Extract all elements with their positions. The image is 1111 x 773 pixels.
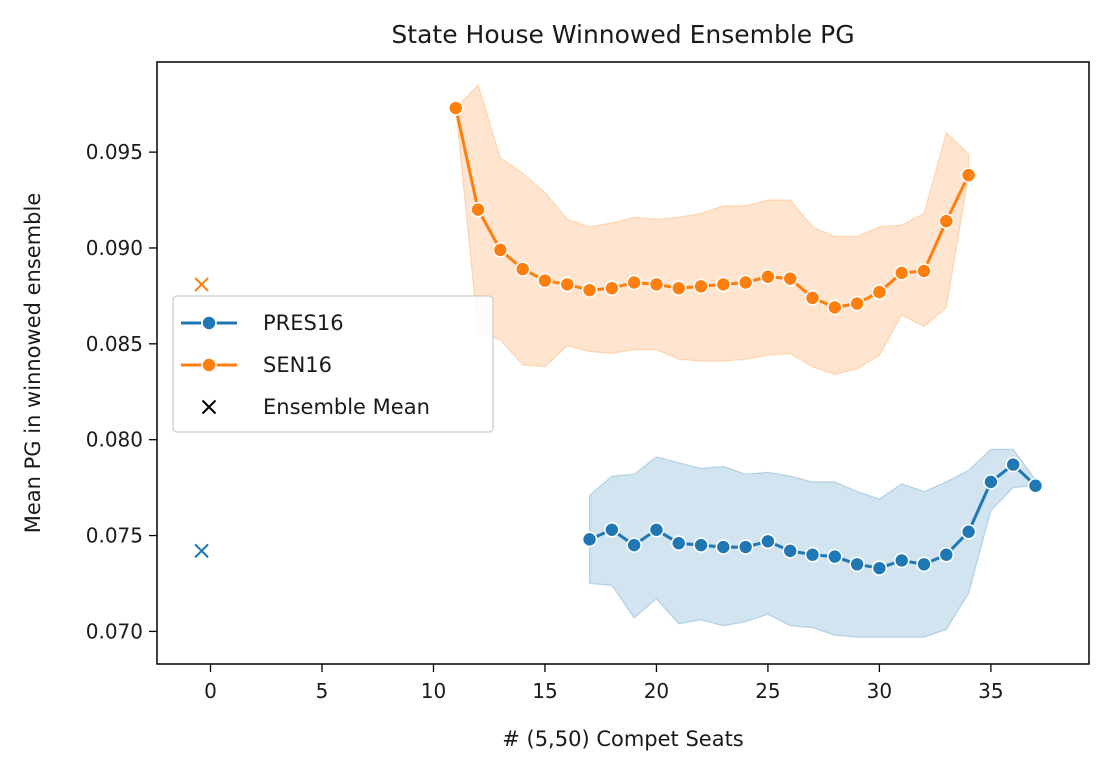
sen16-point <box>760 268 776 285</box>
sen16-ensemble-mean-marker <box>194 277 209 292</box>
legend-label-pres16: PRES16 <box>263 311 344 335</box>
pres16-point <box>960 523 977 540</box>
pres16-point <box>760 533 776 550</box>
sen16-point <box>737 274 754 291</box>
sen16-point <box>893 265 910 281</box>
pres16-point <box>648 521 665 538</box>
y-tick-label: 0.095 <box>86 140 143 164</box>
x-tick-label: 30 <box>867 679 892 703</box>
x-axis-title: # (5,50) Compet Seats <box>502 727 744 751</box>
series-lines <box>447 100 1044 576</box>
sen16-point <box>827 299 843 316</box>
chart-title: State House Winnowed Ensemble PG <box>391 20 854 49</box>
pres16-confidence-band <box>589 448 1037 638</box>
y-tick-label: 0.090 <box>86 236 143 260</box>
pres16-point <box>715 539 732 555</box>
legend-label-sen16: SEN16 <box>263 353 332 377</box>
sen16-point <box>804 290 821 306</box>
x-tick-label: 10 <box>421 679 446 703</box>
pres16-point <box>737 539 754 555</box>
y-tick-label: 0.075 <box>86 524 143 548</box>
legend-marker-ensemble-mean <box>201 399 217 415</box>
x-tick-label: 15 <box>532 679 557 703</box>
pres16-point <box>693 537 709 553</box>
sen16-point <box>938 213 955 229</box>
legend-box <box>172 295 494 433</box>
pres16-point <box>804 546 821 563</box>
legend-marker-pres16 <box>201 315 217 331</box>
sen16-point <box>447 100 464 116</box>
x-axis-ticks: 0 5 10 15 20 25 30 35 <box>204 664 1004 703</box>
pres16-point <box>1005 456 1021 473</box>
sen16-point <box>960 167 977 183</box>
pres16-point <box>604 521 620 538</box>
pres16-point <box>670 535 687 552</box>
plot-frame <box>156 61 1090 665</box>
x-tick-label: 20 <box>644 679 669 703</box>
legend: PRES16 SEN16 Ensemble Mean <box>172 295 494 433</box>
sen16-point <box>648 276 665 293</box>
sen16-point <box>849 295 865 312</box>
y-tick-label: 0.080 <box>86 428 143 452</box>
pres16-point <box>1027 477 1044 494</box>
sen16-point <box>581 282 598 298</box>
ensemble-mean-markers <box>194 277 209 559</box>
sen16-point <box>670 280 687 297</box>
y-tick-label: 0.070 <box>86 619 143 643</box>
pres16-ensemble-mean-marker <box>194 543 209 559</box>
y-tick-label: 0.085 <box>86 332 143 356</box>
pres16-point <box>871 560 888 576</box>
sen16-point <box>693 278 709 295</box>
pres16-point <box>893 552 910 569</box>
y-axis-ticks: 0.070 0.075 0.080 0.085 0.090 0.095 <box>86 140 157 643</box>
y-axis-title: Mean PG in winnowed ensemble <box>21 193 45 534</box>
pres16-point <box>849 556 865 573</box>
sen16-point <box>559 276 576 293</box>
sen16-point <box>470 201 486 218</box>
sen16-confidence-band <box>455 83 970 376</box>
x-tick-label: 5 <box>316 679 329 703</box>
sen16-point <box>514 261 531 277</box>
pres16-point <box>827 548 843 565</box>
pres16-point <box>782 543 799 559</box>
pres16-point <box>916 556 932 573</box>
pres16-point <box>626 537 642 553</box>
sen16-point <box>492 242 509 258</box>
pres16-point <box>581 531 598 548</box>
x-tick-label: 25 <box>755 679 780 703</box>
pres16-point <box>938 546 955 563</box>
pres16-point <box>983 474 999 490</box>
sen16-point <box>871 284 888 300</box>
legend-label-ensemble-mean: Ensemble Mean <box>263 395 430 419</box>
x-tick-label: 0 <box>204 679 217 703</box>
sen16-point <box>782 270 799 287</box>
x-tick-label: 35 <box>978 679 1003 703</box>
sen16-point <box>604 280 620 297</box>
sen16-point <box>537 272 553 289</box>
sen16-point <box>916 263 932 279</box>
sen16-point <box>626 274 642 291</box>
sen16-point <box>715 276 732 293</box>
legend-marker-sen16 <box>201 357 217 373</box>
